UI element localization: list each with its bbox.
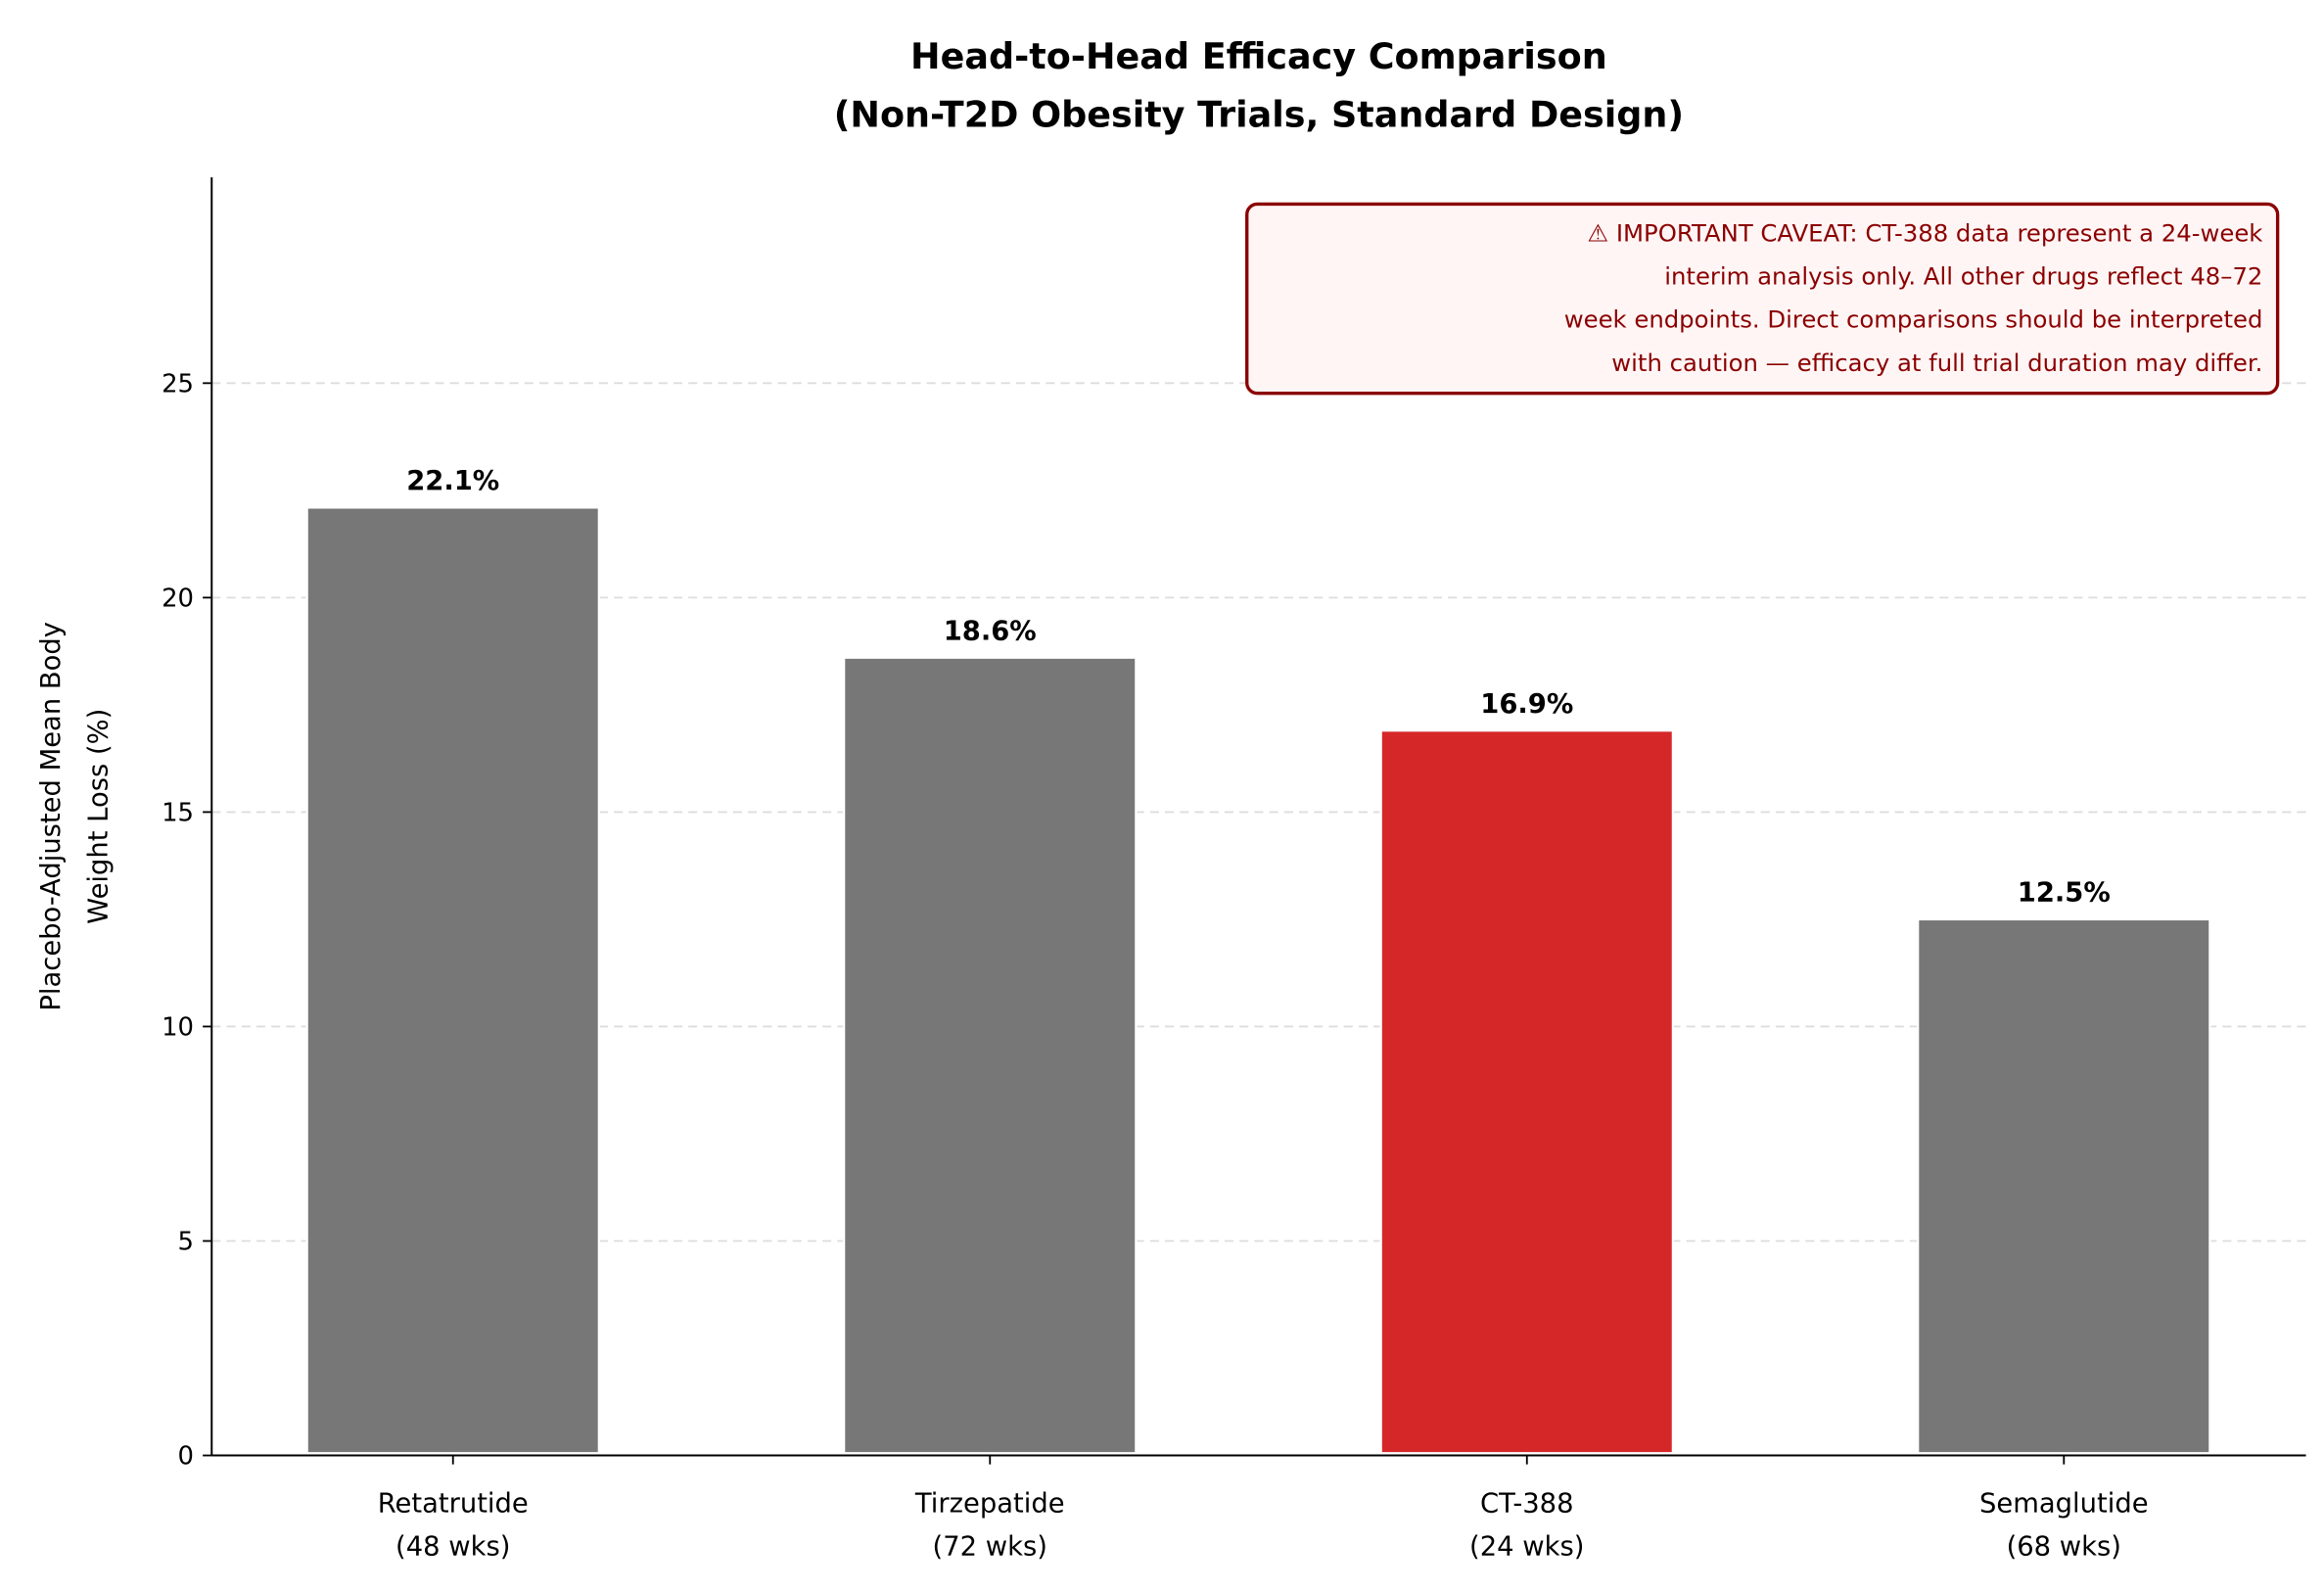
y-ticks: 0 5 10 15 20 25: [162, 369, 212, 1472]
bar: [1917, 917, 2211, 1455]
axes: [210, 177, 2306, 1457]
caveat-line-1: ⚠ IMPORTANT CAVEAT: CT-388 data represen…: [1587, 218, 2263, 247]
x-tick-label: Semaglutide: [1979, 1488, 2149, 1519]
caveat-annotation: ⚠ IMPORTANT CAVEAT: CT-388 data represen…: [1245, 202, 2280, 396]
value-labels: 22.1% 18.6% 16.9% 12.5%: [406, 466, 2111, 909]
bar-value-label: 16.9%: [1480, 689, 1573, 720]
caveat-box: [1245, 202, 2280, 396]
y-axis-label: Placebo-Adjusted Mean Body Weight Loss (…: [36, 622, 115, 1011]
caveat-line-2: interim analysis only. All other drugs r…: [1664, 262, 2262, 291]
caveat-line-4: with caution — efficacy at full trial du…: [1611, 349, 2262, 377]
bar-value-label: 12.5%: [2018, 878, 2111, 909]
y-tick-label: 5: [178, 1228, 194, 1257]
bar-value-label: 22.1%: [406, 466, 499, 496]
caveat-line-3: week endpoints. Direct comparisons shoul…: [1564, 305, 2263, 334]
x-tick-label: (68 wks): [2007, 1531, 2121, 1562]
bars: [305, 506, 2211, 1455]
y-tick-label: 0: [178, 1442, 194, 1472]
x-tick-label: (24 wks): [1469, 1531, 1584, 1562]
y-tick-label: 10: [162, 1013, 194, 1043]
bar: [843, 656, 1138, 1455]
x-tick-label: Retatrutide: [378, 1488, 529, 1519]
y-axis-label-line-1: Placebo-Adjusted Mean Body: [36, 622, 67, 1011]
y-tick-label: 25: [162, 369, 194, 398]
x-ticks: Retatrutide (48 wks) Tirzepatide (72 wks) CT…: [378, 1455, 2149, 1562]
x-tick-label: Tirzepatide: [914, 1488, 1065, 1519]
y-tick-label: 15: [162, 799, 194, 828]
chart-title-line-2: (Non-T2D Obesity Trials, Standard Design…: [834, 93, 1684, 135]
x-tick-label: CT-388: [1480, 1488, 1573, 1519]
chart-title-line-1: Head-to-Head Efficacy Comparison: [910, 35, 1607, 77]
bar-value-label: 18.6%: [944, 616, 1037, 646]
bar: [1379, 729, 1675, 1455]
bar: [305, 506, 601, 1455]
y-tick-label: 20: [162, 585, 194, 614]
x-tick-label: (48 wks): [395, 1531, 510, 1562]
x-tick-label: (72 wks): [933, 1531, 1047, 1562]
y-axis-label-line-2: Weight Loss (%): [84, 709, 115, 924]
